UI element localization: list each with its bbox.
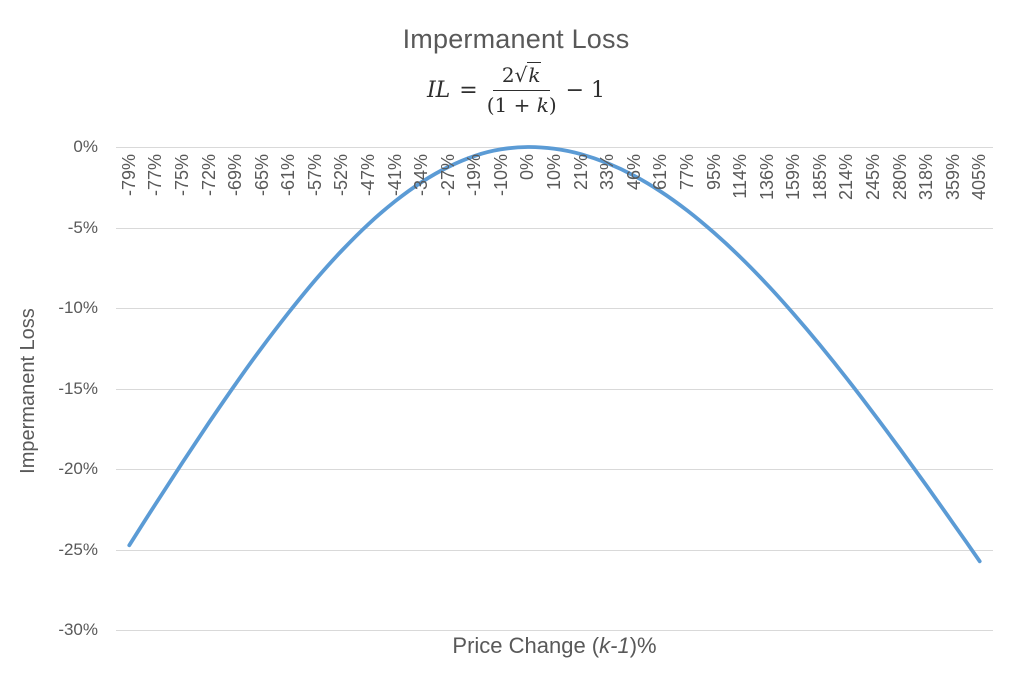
x-tick-label: -77% [145,154,166,197]
x-tick-label: 46% [623,154,644,191]
x-tick-label: 359% [942,154,963,201]
formula-denominator: (1 + k) [487,91,557,117]
gridline [116,630,993,631]
il-formula: IL = 2√k (1 + k) − 1 [0,62,1032,117]
x-tick-label: -65% [251,154,272,197]
x-tick-label: -72% [198,154,219,197]
denominator-open: (1 + [486,93,537,117]
y-tick-label: 0% [73,137,98,156]
x-tick-label: -47% [358,154,378,197]
formula-fraction: 2√k (1 + k) [487,62,557,117]
x-tick-label: -61% [278,154,299,197]
x-tick-label: 214% [836,154,857,201]
radicand-variable: k [527,62,542,87]
x-tick-label: -34% [411,154,432,197]
denominator-variable: k [536,93,549,117]
x-tick-label: 159% [783,154,804,201]
x-tick-label: 136% [756,154,777,201]
formula-equals-sign: = [459,78,478,103]
y-axis-title: Impermanent Loss [17,308,39,474]
y-tick-label: -20% [58,459,98,478]
x-title-suffix: )% [629,633,657,658]
x-tick-label: -19% [464,154,485,197]
y-tick-label: -25% [58,539,98,559]
x-tick-label: -69% [225,154,246,197]
formula-tail: − 1 [565,78,606,103]
x-tick-label: -75% [171,154,192,197]
x-tick-label: 95% [703,154,724,191]
numerator-coefficient: 2 [501,63,515,87]
x-tick-label: 114% [730,154,750,199]
y-tick-label: -5% [67,217,98,237]
x-tick-label: 33% [597,154,618,191]
x-tick-label: -57% [304,154,325,197]
x-tick-label: -41% [384,154,405,197]
chart-title: Impermanent Loss [402,24,630,54]
x-tick-label: -52% [331,154,352,197]
x-tick-label: 405% [969,154,990,201]
x-title-variable: k-1 [599,633,630,658]
x-tick-label: 185% [809,154,830,201]
formula-numerator: 2√k [492,62,551,91]
y-tick-label: -15% [58,378,98,398]
x-tick-label: 21% [570,154,591,191]
x-tick-label: 280% [889,154,910,201]
x-tick-label: 0% [517,154,538,181]
radical-sign: √ [514,63,528,87]
x-tick-label: 10% [544,154,564,191]
x-title-prefix: Price Change ( [452,633,600,658]
x-tick-label: 77% [676,154,697,191]
x-axis-title: Price Change (k-1)% [116,633,993,659]
x-tick-label: 245% [862,154,883,201]
y-tick-label: -30% [58,620,98,639]
x-tick-label: 61% [650,154,671,191]
x-tick-label: -79% [118,154,139,197]
formula-lhs-variable: IL [426,78,451,103]
denominator-close: ) [548,93,557,117]
x-tick-label: -10% [490,154,511,197]
x-tick-label: -27% [437,154,458,197]
x-tick-label: 318% [916,154,937,201]
y-tick-label: -10% [58,298,98,317]
